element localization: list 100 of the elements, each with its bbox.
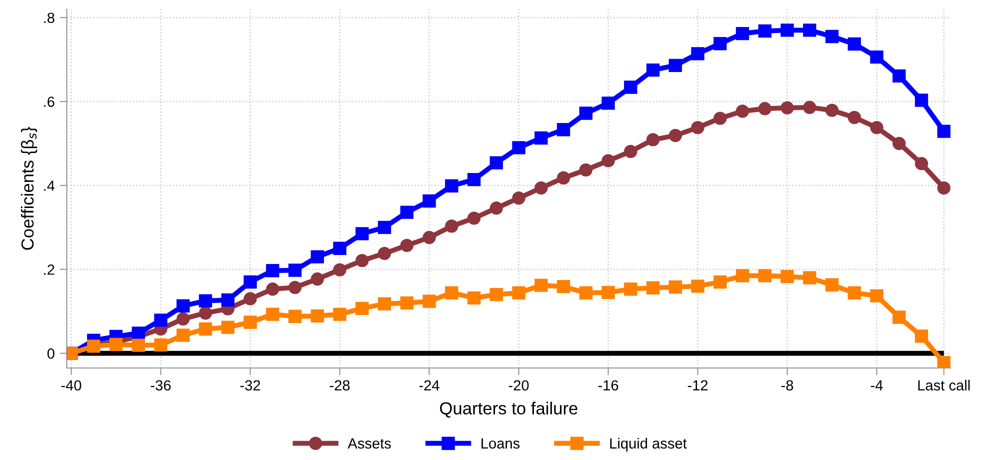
point: [445, 220, 458, 233]
point: [691, 47, 704, 60]
point: [266, 308, 280, 321]
point: [534, 278, 548, 292]
point: [624, 282, 638, 296]
x-tick-label: -40: [61, 380, 82, 391]
x-tick-label: Last call: [918, 380, 970, 391]
point: [198, 294, 212, 308]
point: [400, 206, 414, 219]
point: [870, 50, 884, 64]
point: [288, 280, 302, 294]
point: [378, 220, 392, 234]
x-tick-label: -24: [419, 380, 440, 390]
point: [333, 263, 346, 276]
point: [668, 58, 682, 72]
point: [668, 128, 682, 142]
point: [467, 291, 481, 305]
point: [422, 194, 436, 208]
point: [288, 264, 302, 277]
point: [154, 338, 168, 352]
point: [848, 286, 861, 300]
y-tick-label: .2: [44, 264, 54, 275]
point: [422, 294, 436, 308]
point: [512, 141, 526, 154]
point: [132, 338, 145, 352]
point: [758, 269, 772, 282]
point: [803, 24, 816, 37]
point: [937, 181, 950, 195]
point: [132, 326, 145, 340]
point: [490, 288, 503, 302]
x-tick-label: -4: [870, 380, 883, 390]
point: [579, 163, 592, 177]
point: [310, 272, 324, 286]
point: [244, 292, 257, 306]
y-axis-title: Coefficients {β$_{s}$}: [20, 126, 38, 250]
point: [556, 280, 570, 294]
point: [445, 179, 458, 192]
point: [758, 102, 772, 116]
point: [176, 312, 190, 326]
point: [154, 314, 168, 327]
point: [848, 37, 861, 51]
point: [780, 270, 794, 284]
point: [534, 131, 548, 145]
point: [602, 96, 615, 110]
point: [914, 94, 928, 107]
point: [266, 282, 280, 296]
y-tick-label: .4: [44, 180, 55, 191]
point: [467, 172, 481, 186]
point: [825, 30, 839, 44]
x-tick-label: -32: [240, 380, 260, 391]
point: [758, 24, 772, 38]
point: [400, 238, 414, 252]
point: [803, 271, 816, 284]
point: [825, 278, 839, 292]
point: [714, 275, 727, 289]
point: [333, 308, 346, 321]
x-tick-label: -36: [150, 380, 171, 391]
point: [109, 338, 123, 352]
point: [937, 356, 950, 368]
y-tick-label: .6: [44, 96, 54, 107]
point: [691, 120, 704, 134]
point: [198, 306, 212, 320]
point: [646, 63, 660, 77]
point: [646, 281, 660, 294]
point: [579, 286, 592, 300]
point: [356, 227, 369, 240]
point: [646, 133, 660, 146]
point: [176, 328, 190, 342]
x-axis-title: Quarters to failure: [440, 402, 578, 418]
point: [624, 144, 638, 158]
point: [356, 254, 369, 268]
point: [668, 280, 682, 294]
point: [534, 181, 548, 195]
point: [288, 310, 302, 323]
point: [198, 322, 212, 336]
point: [266, 264, 280, 278]
point: [445, 286, 458, 300]
point: [892, 310, 906, 324]
point: [892, 136, 906, 150]
point: [176, 299, 190, 312]
point: [400, 296, 414, 310]
point: [490, 156, 503, 170]
x-tick-label: -12: [688, 380, 708, 390]
point: [736, 104, 750, 118]
point: [825, 104, 839, 117]
point: [221, 293, 234, 307]
point: [378, 297, 392, 310]
point: [714, 112, 727, 125]
point: [624, 80, 638, 94]
point: [556, 171, 570, 184]
point: [780, 101, 794, 114]
point: [244, 316, 257, 329]
point: [244, 275, 257, 289]
point: [892, 69, 906, 83]
x-tick-label: -20: [508, 380, 529, 391]
point: [870, 289, 884, 302]
legend-label: Loans: [482, 438, 520, 449]
point: [310, 309, 324, 323]
point: [914, 157, 928, 170]
point: [356, 302, 369, 316]
